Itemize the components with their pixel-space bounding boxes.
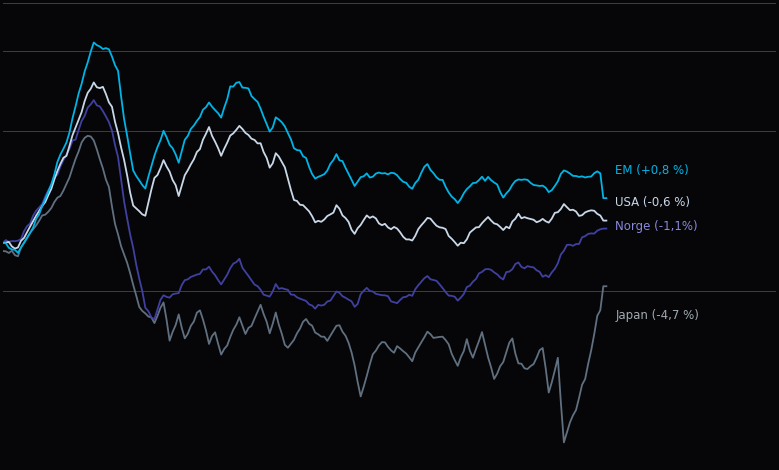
Text: Japan (-4,7 %): Japan (-4,7 %) (615, 309, 700, 321)
Text: USA (-0,6 %): USA (-0,6 %) (615, 196, 690, 210)
Text: Norge (-1,1%): Norge (-1,1%) (615, 220, 698, 234)
Text: EM (+0,8 %): EM (+0,8 %) (615, 164, 689, 178)
